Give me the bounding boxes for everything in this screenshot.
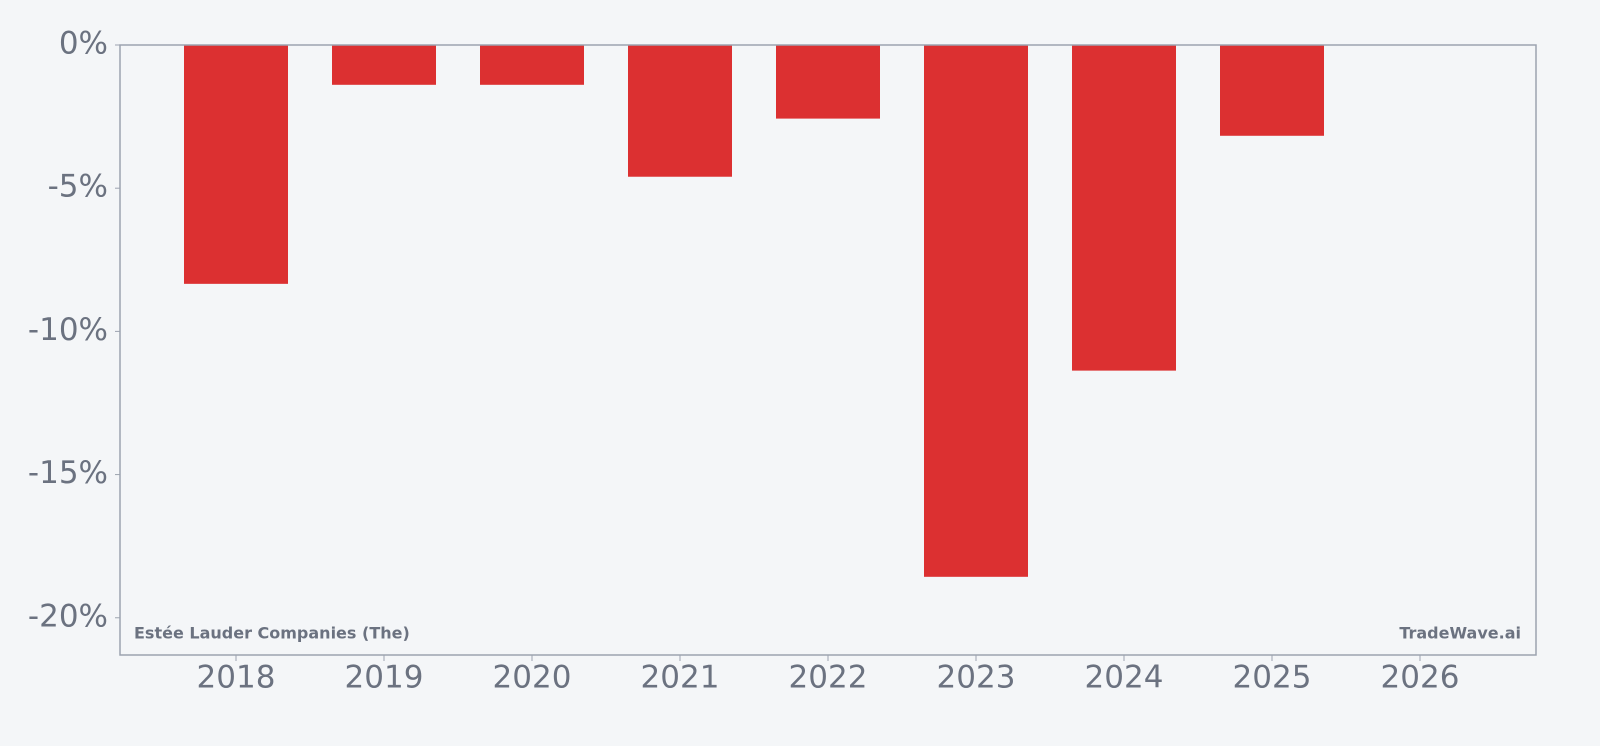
bar bbox=[480, 45, 584, 85]
y-tick-label: -10% bbox=[28, 312, 108, 348]
y-tick-label: -5% bbox=[48, 169, 108, 205]
bar bbox=[924, 45, 1028, 577]
x-tick-label: 2018 bbox=[197, 660, 276, 696]
x-tick-label: 2024 bbox=[1085, 660, 1164, 696]
y-tick-label: 0% bbox=[59, 26, 108, 62]
x-tick-label: 2021 bbox=[641, 660, 720, 696]
bar bbox=[1072, 45, 1176, 371]
bar bbox=[776, 45, 880, 119]
x-tick-label: 2020 bbox=[493, 660, 572, 696]
bar bbox=[332, 45, 436, 85]
bar bbox=[1220, 45, 1324, 136]
annotation: Estée Lauder Companies (The) bbox=[134, 624, 410, 643]
annotation: TradeWave.ai bbox=[1399, 624, 1521, 643]
plot-frame bbox=[119, 44, 1537, 656]
x-tick-label: 2023 bbox=[937, 660, 1016, 696]
x-tick-label: 2019 bbox=[345, 660, 424, 696]
x-tick-label: 2025 bbox=[1233, 660, 1312, 696]
y-tick-label: -20% bbox=[28, 598, 108, 634]
x-tick-label: 2022 bbox=[789, 660, 868, 696]
x-tick-label: 2026 bbox=[1381, 660, 1460, 696]
bar bbox=[628, 45, 732, 177]
bar bbox=[184, 45, 288, 284]
y-tick-label: -15% bbox=[28, 455, 108, 491]
